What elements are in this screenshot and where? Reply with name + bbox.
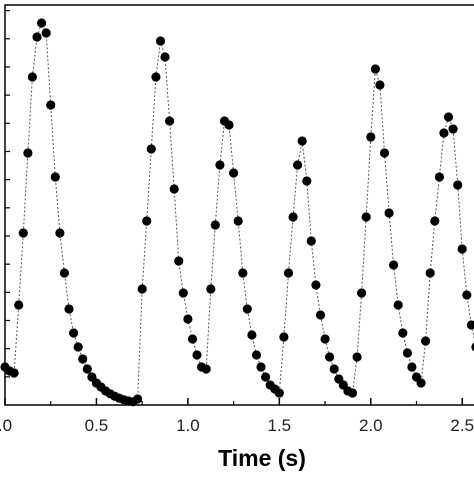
data-point (462, 290, 472, 300)
data-points (0, 18, 474, 407)
data-point (224, 120, 234, 130)
data-point (160, 52, 170, 62)
x-tick-labels: .0 0.5 1.0 1.5 2.0 2.5 (0, 416, 474, 435)
data-point (238, 268, 248, 278)
data-point (466, 320, 474, 330)
data-point (443, 112, 454, 122)
data-point (73, 342, 83, 352)
data-point (210, 220, 220, 230)
data-point (439, 128, 449, 138)
data-point (187, 334, 198, 344)
data-point (69, 328, 79, 338)
data-point (215, 160, 225, 170)
data-point (155, 36, 166, 46)
data-point (256, 362, 266, 372)
data-point (347, 388, 358, 398)
data-point (233, 216, 243, 226)
data-point (389, 260, 399, 270)
data-point (370, 64, 380, 74)
data-point (174, 256, 184, 266)
data-point (142, 216, 152, 226)
data-point (41, 28, 51, 38)
data-point (78, 354, 88, 364)
series-connector-line (4, 21, 474, 403)
data-point (306, 236, 316, 246)
data-point (471, 342, 474, 352)
tick-marks (4, 10, 463, 405)
data-point (251, 350, 262, 360)
data-point (311, 280, 321, 290)
data-point (14, 300, 24, 310)
data-point (183, 314, 193, 324)
data-point (384, 208, 394, 218)
data-point (434, 172, 444, 182)
data-point (50, 172, 60, 182)
data-point (247, 330, 257, 340)
x-tick-label: 0.5 (85, 416, 109, 435)
data-point (46, 100, 56, 110)
data-point (302, 176, 312, 186)
data-point (366, 132, 376, 142)
data-point (416, 378, 426, 388)
x-tick-label: 2.5 (450, 416, 474, 435)
data-point (425, 268, 435, 278)
data-point (448, 124, 458, 134)
data-point (32, 32, 42, 42)
x-axis-title: Time (s) (218, 445, 306, 471)
data-point (23, 148, 33, 158)
data-point (329, 364, 339, 374)
data-point (325, 352, 335, 362)
data-point (357, 288, 367, 298)
data-point (137, 284, 147, 294)
data-point (146, 144, 156, 154)
data-point (293, 160, 303, 170)
x-tick-label: 2.0 (359, 416, 383, 435)
data-point (9, 368, 19, 378)
data-point (64, 304, 74, 314)
x-tick-label: .0 (0, 416, 12, 435)
data-point (430, 216, 440, 226)
data-point (18, 228, 28, 238)
data-point (206, 284, 216, 294)
data-point (402, 348, 412, 358)
data-point (37, 18, 47, 28)
data-point (375, 80, 385, 90)
data-point (192, 350, 202, 360)
data-point (165, 116, 175, 126)
data-point (361, 212, 371, 222)
data-point (82, 364, 92, 374)
data-point (320, 334, 330, 344)
data-point (407, 362, 417, 372)
data-point (379, 148, 390, 158)
data-point (297, 136, 307, 146)
x-tick-label: 1.0 (176, 416, 200, 435)
data-point (274, 388, 284, 398)
data-point (229, 168, 239, 178)
data-point (169, 184, 179, 194)
data-point (288, 212, 298, 222)
data-point (352, 352, 362, 362)
data-point (453, 180, 463, 190)
data-point (457, 244, 467, 254)
data-point (27, 72, 37, 82)
data-point (151, 72, 161, 82)
data-point (398, 328, 408, 338)
data-point (55, 228, 65, 238)
data-point (242, 304, 252, 314)
data-point (133, 394, 143, 404)
data-point (59, 268, 69, 278)
data-point (201, 364, 211, 374)
data-point (261, 372, 271, 382)
data-point (421, 336, 431, 346)
data-point (283, 268, 294, 278)
data-point (178, 288, 188, 298)
data-point (393, 300, 403, 310)
data-point (279, 332, 289, 342)
data-point (315, 310, 326, 320)
plot-frame (4, 4, 474, 406)
x-tick-label: 1.5 (268, 416, 292, 435)
